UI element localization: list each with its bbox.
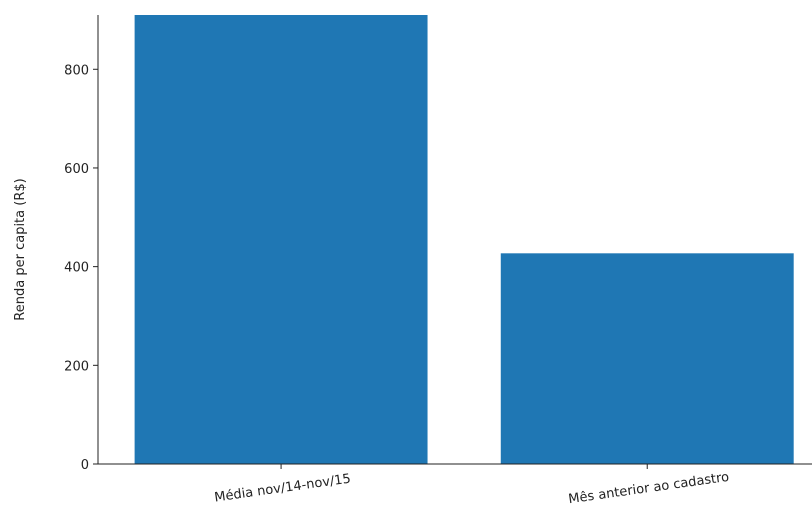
y-tick-label-1: 200 [64,359,89,374]
bar-0 [134,15,428,464]
y-tick-label-2: 400 [64,261,89,276]
y-tick-label-3: 600 [64,162,89,177]
y-axis-label: Renda per capita (R$) [13,178,28,320]
y-tick-label-4: 800 [64,63,89,78]
x-tick-label-0: Média nov/14-nov/15 [213,472,351,506]
x-axis-ticks: Média nov/14-nov/15 Mês anterior ao cadas… [213,464,730,507]
x-tick-label-1: Mês anterior ao cadastro [567,470,730,507]
bar-1 [500,253,794,464]
bars-group [134,15,794,464]
y-tick-label-0: 0 [81,458,89,473]
y-axis-ticks: 0 200 400 600 800 [64,63,98,473]
